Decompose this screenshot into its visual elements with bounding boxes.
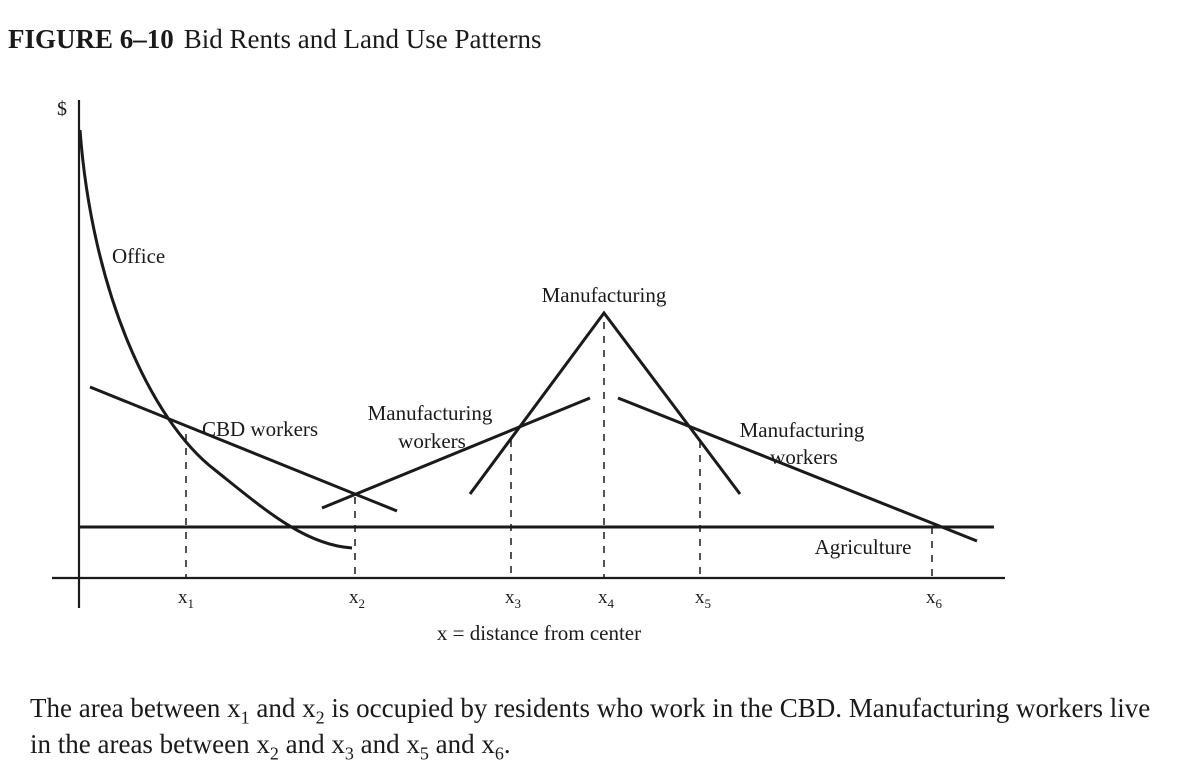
caption-text: The area between xyxy=(30,693,228,723)
caption-subscript: 3 xyxy=(344,743,354,764)
tick-x3: x3 xyxy=(505,587,521,611)
mfg-workers-left-label-line2: workers xyxy=(398,429,466,453)
caption-text: and xyxy=(428,729,482,759)
figure-title: FIGURE 6–10 Bid Rents and Land Use Patter… xyxy=(8,24,541,55)
mfg-workers-right-label-line2: workers xyxy=(770,445,838,469)
caption-text: and xyxy=(249,693,303,723)
caption-text: . xyxy=(503,729,511,759)
caption-var: x xyxy=(256,729,270,759)
office-curve xyxy=(78,129,353,550)
cbd-workers-line xyxy=(89,385,398,513)
caption-var: x xyxy=(481,729,495,759)
caption-var: x xyxy=(302,693,316,723)
figure-title-text: Bid Rents and Land Use Patterns xyxy=(183,24,542,54)
cbd-workers-label: CBD workers xyxy=(202,417,318,441)
mfg-workers-right-line xyxy=(617,396,978,543)
x-axis-label: x = distance from center xyxy=(437,621,641,645)
caption-subscript: 1 xyxy=(240,707,250,728)
office-label: Office xyxy=(112,244,165,268)
manufacturing-peak-line xyxy=(468,310,742,495)
caption-subscript: 2 xyxy=(315,707,325,728)
agriculture-label: Agriculture xyxy=(815,535,912,559)
caption-var: x xyxy=(331,729,345,759)
caption-text: and xyxy=(278,729,332,759)
mfg-workers-right-label-line1: Manufacturing xyxy=(740,418,865,442)
figure-number: FIGURE 6–10 xyxy=(8,24,174,54)
tick-x2: x2 xyxy=(349,587,365,611)
caption-subscript: 6 xyxy=(494,743,504,764)
tick-x1: x1 xyxy=(178,587,194,611)
caption-subscript: 5 xyxy=(419,743,429,764)
tick-x6: x6 xyxy=(926,587,943,611)
caption-text: is occupied by residents who work in the… xyxy=(30,693,1151,759)
caption-subscript: 2 xyxy=(269,743,279,764)
caption-text: and xyxy=(353,729,407,759)
manufacturing-label: Manufacturing xyxy=(542,283,667,307)
tick-x5: x5 xyxy=(695,587,711,611)
mfg-workers-left-label-line1: Manufacturing xyxy=(368,401,493,425)
caption-var: x xyxy=(227,693,241,723)
tick-x4: x4 xyxy=(598,587,615,611)
y-axis-label: $ xyxy=(57,98,67,120)
figure-caption: The area between x1 and x2 is occupied b… xyxy=(30,690,1170,762)
mfg-workers-left-line xyxy=(321,396,591,510)
caption-var: x xyxy=(406,729,420,759)
